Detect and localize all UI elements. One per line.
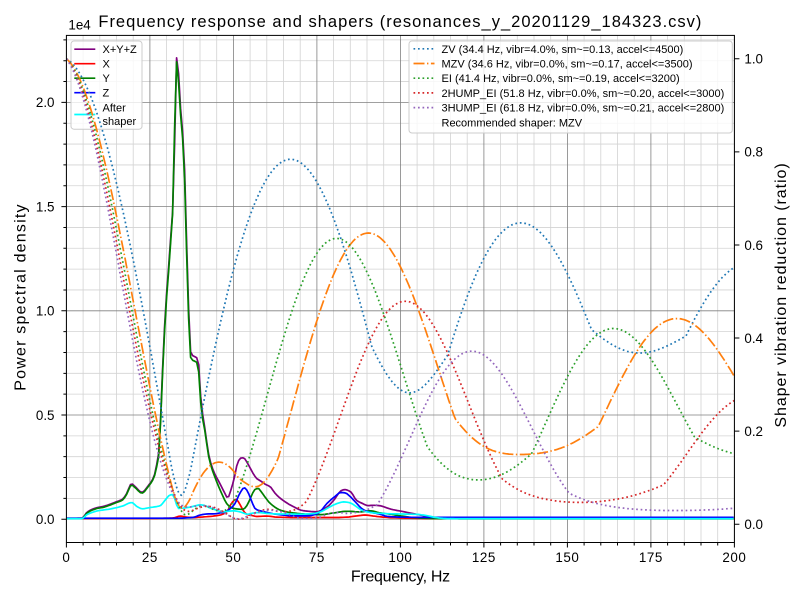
svg-text:200: 200 bbox=[722, 550, 746, 565]
svg-text:0.8: 0.8 bbox=[744, 145, 763, 160]
svg-text:0: 0 bbox=[62, 550, 70, 565]
svg-text:Y: Y bbox=[103, 73, 111, 85]
svg-text:1.5: 1.5 bbox=[36, 199, 55, 214]
svg-text:EI (41.4 Hz, vibr=0.0%, sm~=0.: EI (41.4 Hz, vibr=0.0%, sm~=0.19, accel<… bbox=[442, 73, 680, 85]
svg-text:Frequency, Hz: Frequency, Hz bbox=[351, 569, 450, 586]
svg-text:shaper: shaper bbox=[103, 116, 137, 128]
svg-text:1.0: 1.0 bbox=[36, 304, 55, 319]
svg-text:0.0: 0.0 bbox=[744, 517, 763, 532]
svg-text:MZV (34.6 Hz, vibr=0.0%, sm~=0: MZV (34.6 Hz, vibr=0.0%, sm~=0.17, accel… bbox=[442, 59, 693, 71]
svg-text:0.5: 0.5 bbox=[36, 408, 55, 423]
svg-text:Power spectral density: Power spectral density bbox=[13, 203, 30, 390]
svg-text:X+Y+Z: X+Y+Z bbox=[103, 44, 138, 56]
svg-text:Shaper vibration reduction (ra: Shaper vibration reduction (ratio) bbox=[773, 162, 790, 427]
svg-text:ZV (34.4 Hz, vibr=4.0%, sm~=0.: ZV (34.4 Hz, vibr=4.0%, sm~=0.13, accel<… bbox=[442, 44, 684, 56]
svg-text:25: 25 bbox=[142, 550, 158, 565]
svg-text:After: After bbox=[103, 103, 127, 115]
svg-text:0.0: 0.0 bbox=[36, 512, 55, 527]
svg-text:2HUMP_EI (51.8 Hz, vibr=0.0%,: 2HUMP_EI (51.8 Hz, vibr=0.0%, sm~=0.20, … bbox=[442, 88, 725, 100]
svg-text:175: 175 bbox=[639, 550, 663, 565]
svg-text:75: 75 bbox=[309, 550, 325, 565]
svg-text:0.4: 0.4 bbox=[744, 331, 763, 346]
svg-text:Frequency response and shapers: Frequency response and shapers (resonanc… bbox=[98, 13, 702, 31]
svg-text:0.6: 0.6 bbox=[744, 238, 763, 253]
svg-text:50: 50 bbox=[225, 550, 241, 565]
svg-text:1e4: 1e4 bbox=[68, 18, 91, 33]
svg-text:100: 100 bbox=[388, 550, 412, 565]
svg-text:2.0: 2.0 bbox=[36, 95, 55, 110]
svg-text:0.2: 0.2 bbox=[744, 424, 763, 439]
svg-text:125: 125 bbox=[472, 550, 496, 565]
svg-text:X: X bbox=[103, 59, 111, 71]
svg-text:Recommended shaper: MZV: Recommended shaper: MZV bbox=[442, 117, 583, 129]
svg-text:Z: Z bbox=[103, 88, 110, 100]
svg-text:1.0: 1.0 bbox=[744, 52, 763, 67]
svg-text:3HUMP_EI (61.8 Hz, vibr=0.0%,: 3HUMP_EI (61.8 Hz, vibr=0.0%, sm~=0.21, … bbox=[442, 103, 725, 115]
svg-text:150: 150 bbox=[555, 550, 579, 565]
